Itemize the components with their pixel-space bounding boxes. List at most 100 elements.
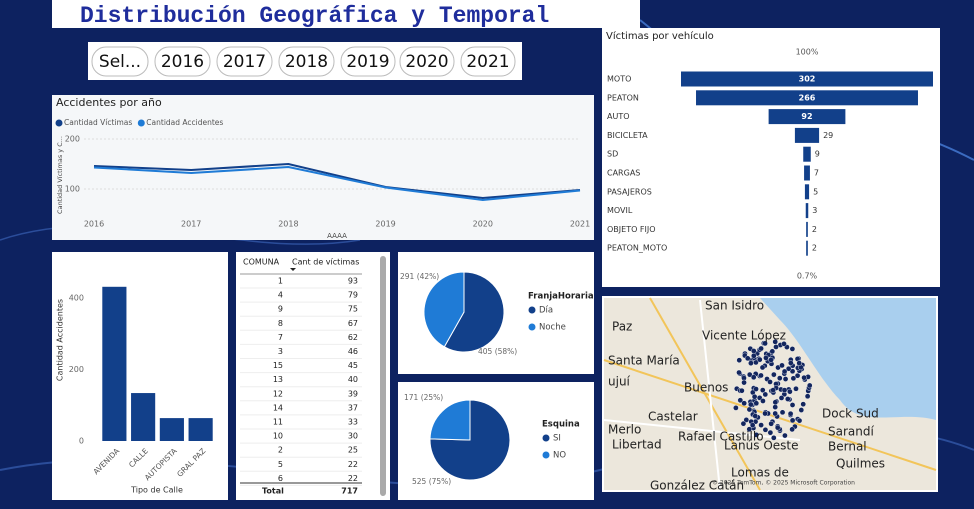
accident-dot <box>779 362 785 369</box>
accident-dot <box>746 371 753 378</box>
accident-dot <box>787 388 793 395</box>
accident-dot <box>751 393 758 400</box>
legend-label: SI <box>553 434 561 444</box>
y-axis-title: Cantidad Víctimas y C... <box>56 136 64 214</box>
accident-dot <box>770 387 776 393</box>
category-label: BICICLETA <box>607 131 648 140</box>
map-label: Lomas de <box>731 466 789 480</box>
map-label: Quilmes <box>836 457 885 471</box>
table-cell: 75 <box>348 305 358 314</box>
accident-dot <box>788 360 794 366</box>
map-label: Santa María <box>608 354 680 368</box>
accident-dot <box>756 356 763 363</box>
accident-dot <box>740 420 747 427</box>
y-tick-label: 200 <box>65 135 80 144</box>
accident-dot <box>744 355 751 362</box>
table-cell: 9 <box>278 305 283 314</box>
funnel-bar <box>805 203 809 219</box>
legend-marker <box>528 306 536 314</box>
table-cell: 6 <box>278 474 283 483</box>
sort-icon <box>290 268 296 271</box>
table-cell: 12 <box>273 389 283 398</box>
accident-dot <box>790 375 797 382</box>
x-tick-label: 2019 <box>375 220 395 229</box>
accident-dot <box>789 417 796 424</box>
slicer-button[interactable] <box>340 46 396 77</box>
data-label: 302 <box>799 75 816 84</box>
accident-dot <box>774 424 781 431</box>
data-label: 291 (42%) <box>400 272 439 281</box>
x-tick-label: 2016 <box>84 220 104 229</box>
accident-dot <box>778 395 785 401</box>
accident-dot <box>801 374 807 381</box>
accident-dot <box>753 432 760 438</box>
y-tick-label: 400 <box>69 293 84 302</box>
scrollbar[interactable] <box>380 256 386 496</box>
map-label: Castelar <box>648 410 698 424</box>
accident-dot <box>796 417 803 424</box>
accident-dot <box>748 401 754 408</box>
accident-dot <box>772 399 779 406</box>
table-cell: 10 <box>273 432 283 441</box>
funnel-top-label: 100% <box>796 48 819 57</box>
table-cell: 3 <box>278 347 283 356</box>
series-line <box>93 162 581 200</box>
x-tick-label: 2020 <box>473 220 493 229</box>
x-axis-title: AAAA <box>327 232 347 240</box>
data-label: 266 <box>799 93 816 102</box>
accident-dot <box>758 372 764 379</box>
table-header: COMUNA <box>243 258 280 267</box>
category-label: PEATON_MOTO <box>607 244 667 253</box>
accident-dot <box>781 387 788 393</box>
slicer-label: 2016 <box>161 52 204 72</box>
accident-dot <box>739 387 745 394</box>
map-water <box>760 298 936 420</box>
table-cell: 7 <box>278 333 283 342</box>
data-label: 2 <box>812 244 817 253</box>
accident-dot <box>759 364 766 371</box>
legend-label: Día <box>539 306 553 316</box>
map-label: Libertad <box>612 438 662 452</box>
y-tick-label: 200 <box>69 365 84 374</box>
table-cell: 93 <box>348 277 358 286</box>
accident-dot <box>768 420 774 427</box>
accident-dot <box>750 374 757 381</box>
y-axis-title: Cantidad Accidentes <box>56 299 65 381</box>
map-label: Vicente López <box>702 329 786 343</box>
legend-marker <box>55 119 63 127</box>
table-cell: 22 <box>348 460 358 469</box>
accident-dot <box>796 360 802 366</box>
slicer-button[interactable] <box>460 46 516 77</box>
map-road <box>649 297 761 491</box>
legend-label: Cantidad Accidentes <box>146 118 223 127</box>
accident-dot <box>767 429 774 436</box>
table-cell: 33 <box>348 418 358 427</box>
map-attribution: © 2025 TomTom, © 2025 Microsoft Corporat… <box>712 480 855 487</box>
legend-label: Noche <box>539 323 566 333</box>
data-label: 2 <box>812 225 817 234</box>
accident-dot <box>779 409 786 416</box>
slicer-button[interactable] <box>278 46 335 77</box>
accident-dot <box>743 417 750 423</box>
slicer-button[interactable] <box>154 46 211 77</box>
y-tick-label: 100 <box>65 185 80 194</box>
accident-dot <box>787 410 794 417</box>
accident-dot <box>746 406 753 413</box>
slicer-button[interactable] <box>399 46 455 77</box>
table-cell: 30 <box>348 432 358 441</box>
legend-marker <box>137 119 145 127</box>
slicer-button[interactable] <box>216 46 273 77</box>
funnel-bar <box>696 90 918 106</box>
pie-slice <box>429 399 471 441</box>
slicer-button[interactable] <box>91 46 149 77</box>
accident-dot <box>752 413 759 419</box>
accident-dot <box>789 426 795 433</box>
accident-dot <box>781 368 788 375</box>
accident-dot <box>784 396 791 402</box>
table-cell: 25 <box>348 446 358 455</box>
category-label: PEATON <box>607 93 639 102</box>
accident-dot <box>751 352 757 359</box>
panel <box>52 252 228 500</box>
table-cell: 2 <box>278 446 283 455</box>
category-label: MOVIL <box>607 206 633 215</box>
